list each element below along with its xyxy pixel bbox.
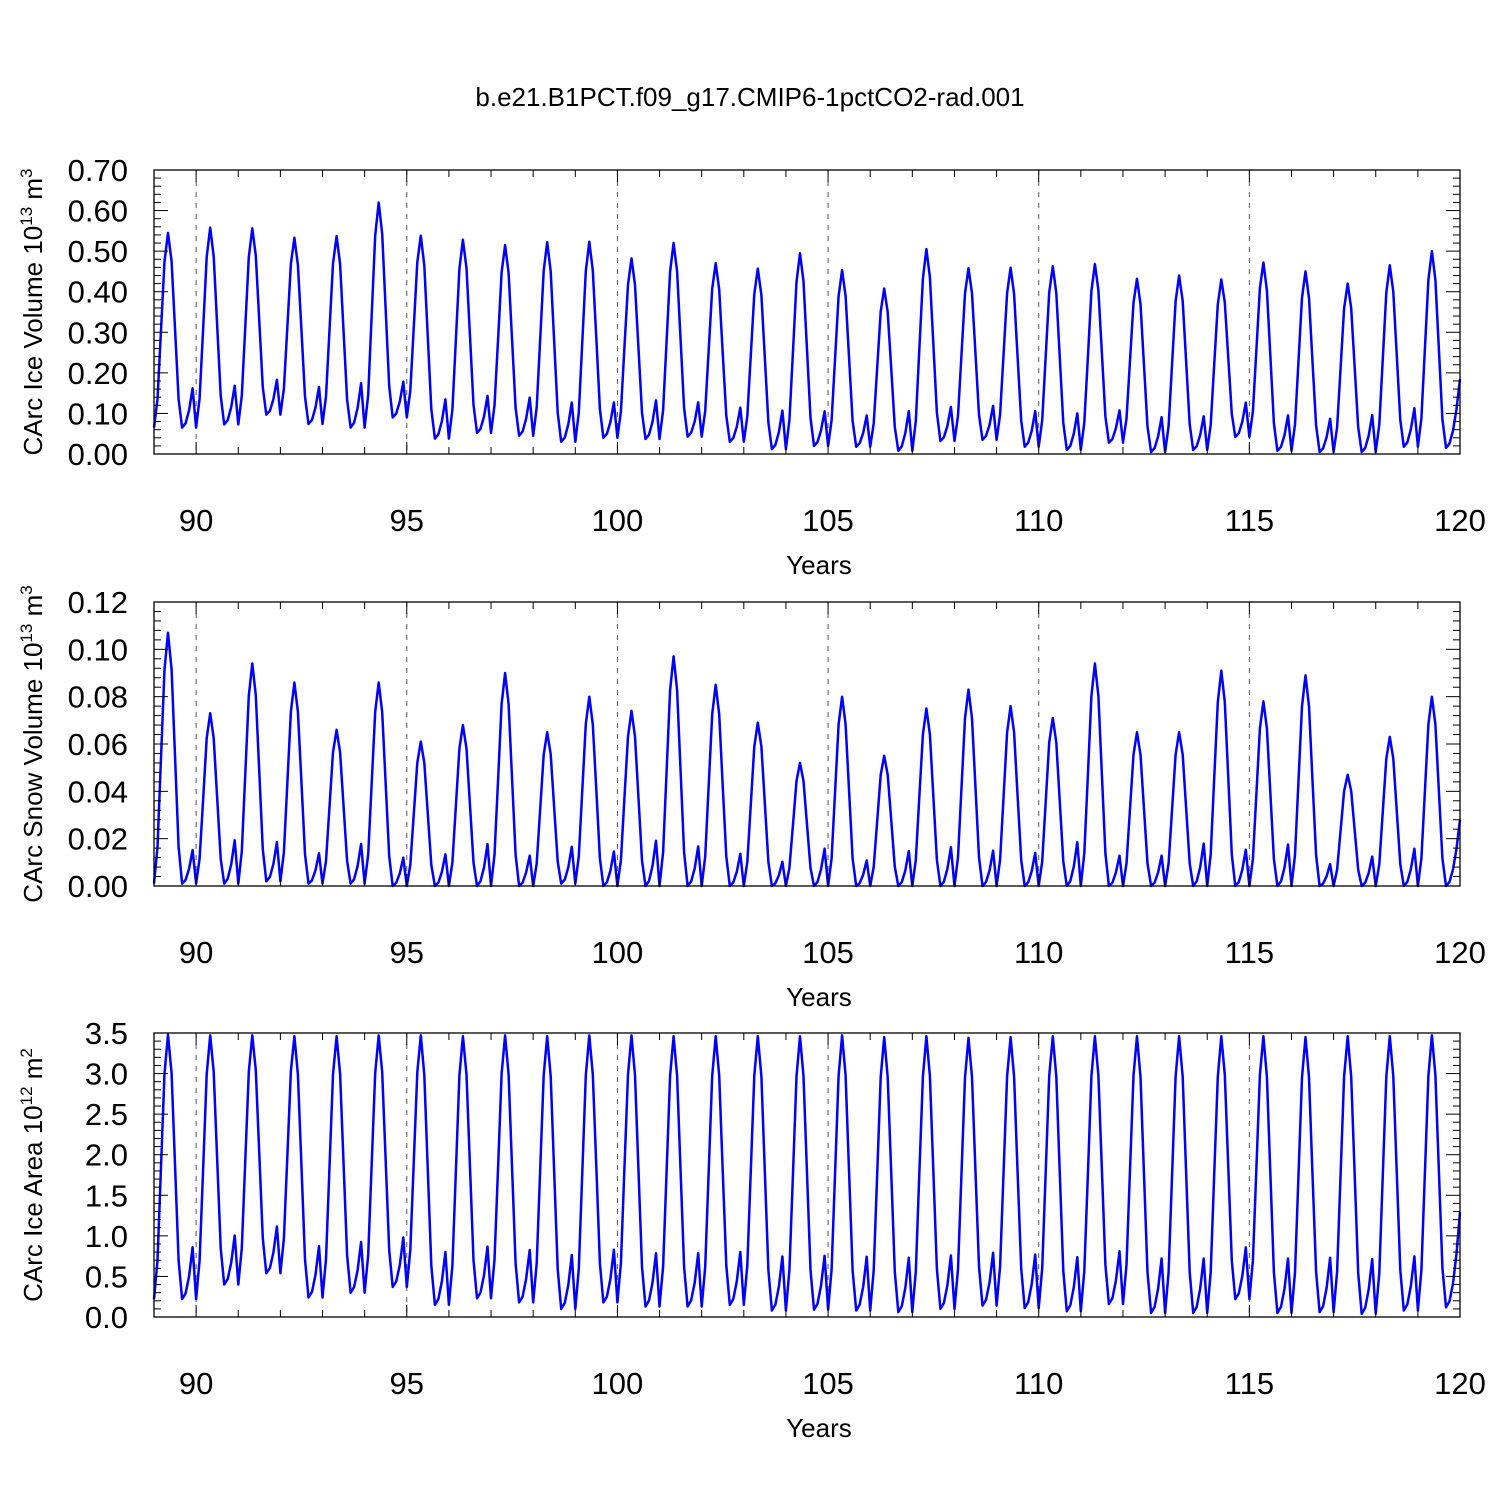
- data-line: [152, 1033, 1462, 1316]
- data-line: [152, 631, 1462, 888]
- y-tick-label: 0.00: [68, 437, 128, 472]
- x-axis-label: Years: [786, 982, 852, 1012]
- y-tick-label: 0.70: [68, 153, 128, 188]
- y-axis-label: CArc Ice Volume 1013 m3: [17, 168, 48, 455]
- y-tick-label: 2.5: [85, 1097, 128, 1132]
- x-tick-label: 90: [179, 935, 213, 970]
- y-tick-label: 0.0: [85, 1300, 128, 1335]
- data-line: [152, 201, 1462, 454]
- plot-frame: [153, 601, 1461, 887]
- x-tick-label: 105: [802, 1366, 854, 1401]
- y-tick-label: 0.40: [68, 275, 128, 310]
- figure-title: b.e21.B1PCT.f09_g17.CMIP6-1pctCO2-rad.00…: [475, 82, 1024, 112]
- x-tick-label: 110: [1014, 1366, 1063, 1401]
- x-axis-label: Years: [786, 1413, 852, 1443]
- y-tick-label: 0.20: [68, 356, 128, 391]
- y-tick-label: 2.0: [85, 1138, 128, 1173]
- x-tick-label: 120: [1434, 503, 1486, 538]
- y-tick-label: 0.30: [68, 315, 128, 350]
- x-tick-label: 90: [179, 503, 213, 538]
- x-tick-label: 115: [1225, 935, 1274, 970]
- x-tick-label: 115: [1225, 1366, 1274, 1401]
- plot-frame: [153, 169, 1461, 455]
- y-tick-label: 0.06: [68, 727, 128, 762]
- x-tick-label: 100: [592, 503, 644, 538]
- x-tick-label: 100: [592, 935, 644, 970]
- plot-frame: [153, 1032, 1461, 1318]
- y-tick-label: 0.10: [68, 632, 128, 667]
- y-tick-label: 3.5: [85, 1016, 128, 1051]
- y-tick-label: 1.5: [85, 1178, 128, 1213]
- y-tick-label: 0.08: [68, 680, 128, 715]
- x-tick-label: 115: [1225, 503, 1274, 538]
- y-tick-label: 0.5: [85, 1259, 128, 1294]
- x-tick-label: 95: [390, 1366, 424, 1401]
- x-tick-label: 110: [1014, 503, 1063, 538]
- y-tick-label: 0.02: [68, 822, 128, 857]
- x-tick-label: 105: [802, 503, 854, 538]
- y-tick-label: 0.60: [68, 194, 128, 229]
- x-tick-label: 120: [1434, 935, 1486, 970]
- y-tick-label: 0.00: [68, 869, 128, 904]
- x-tick-label: 105: [802, 935, 854, 970]
- y-tick-label: 1.0: [85, 1219, 128, 1254]
- x-tick-label: 110: [1014, 935, 1063, 970]
- x-tick-label: 90: [179, 1366, 213, 1401]
- ice-area-panel: 0.0 0.5 1.0 1.5 2.0 2.5 3.0 3.5 90 95 100 105 110 115…: [17, 1016, 1486, 1443]
- ice-volume-panel: 0.00 0.10 0.20 0.30 0.40 0.50 0.60 0.70 90 95 100 1…: [17, 153, 1486, 580]
- x-tick-label: 100: [592, 1366, 644, 1401]
- y-axis-label: CArc Ice Area 1012 m2: [17, 1048, 48, 1302]
- y-tick-label: 0.50: [68, 234, 128, 269]
- y-axis-label: CArc Snow Volume 1013 m3: [17, 585, 48, 902]
- y-tick-label: 0.04: [68, 774, 128, 809]
- x-tick-label: 95: [390, 935, 424, 970]
- x-tick-label: 95: [390, 503, 424, 538]
- y-tick-label: 0.12: [68, 585, 128, 620]
- snow-volume-panel: 0.00 0.02 0.04 0.06 0.08 0.10 0.12 90 95 100 105 11…: [17, 585, 1486, 1012]
- y-tick-label: 0.10: [68, 396, 128, 431]
- x-tick-label: 120: [1434, 1366, 1486, 1401]
- x-axis-label: Years: [786, 550, 852, 580]
- y-tick-label: 3.0: [85, 1057, 128, 1092]
